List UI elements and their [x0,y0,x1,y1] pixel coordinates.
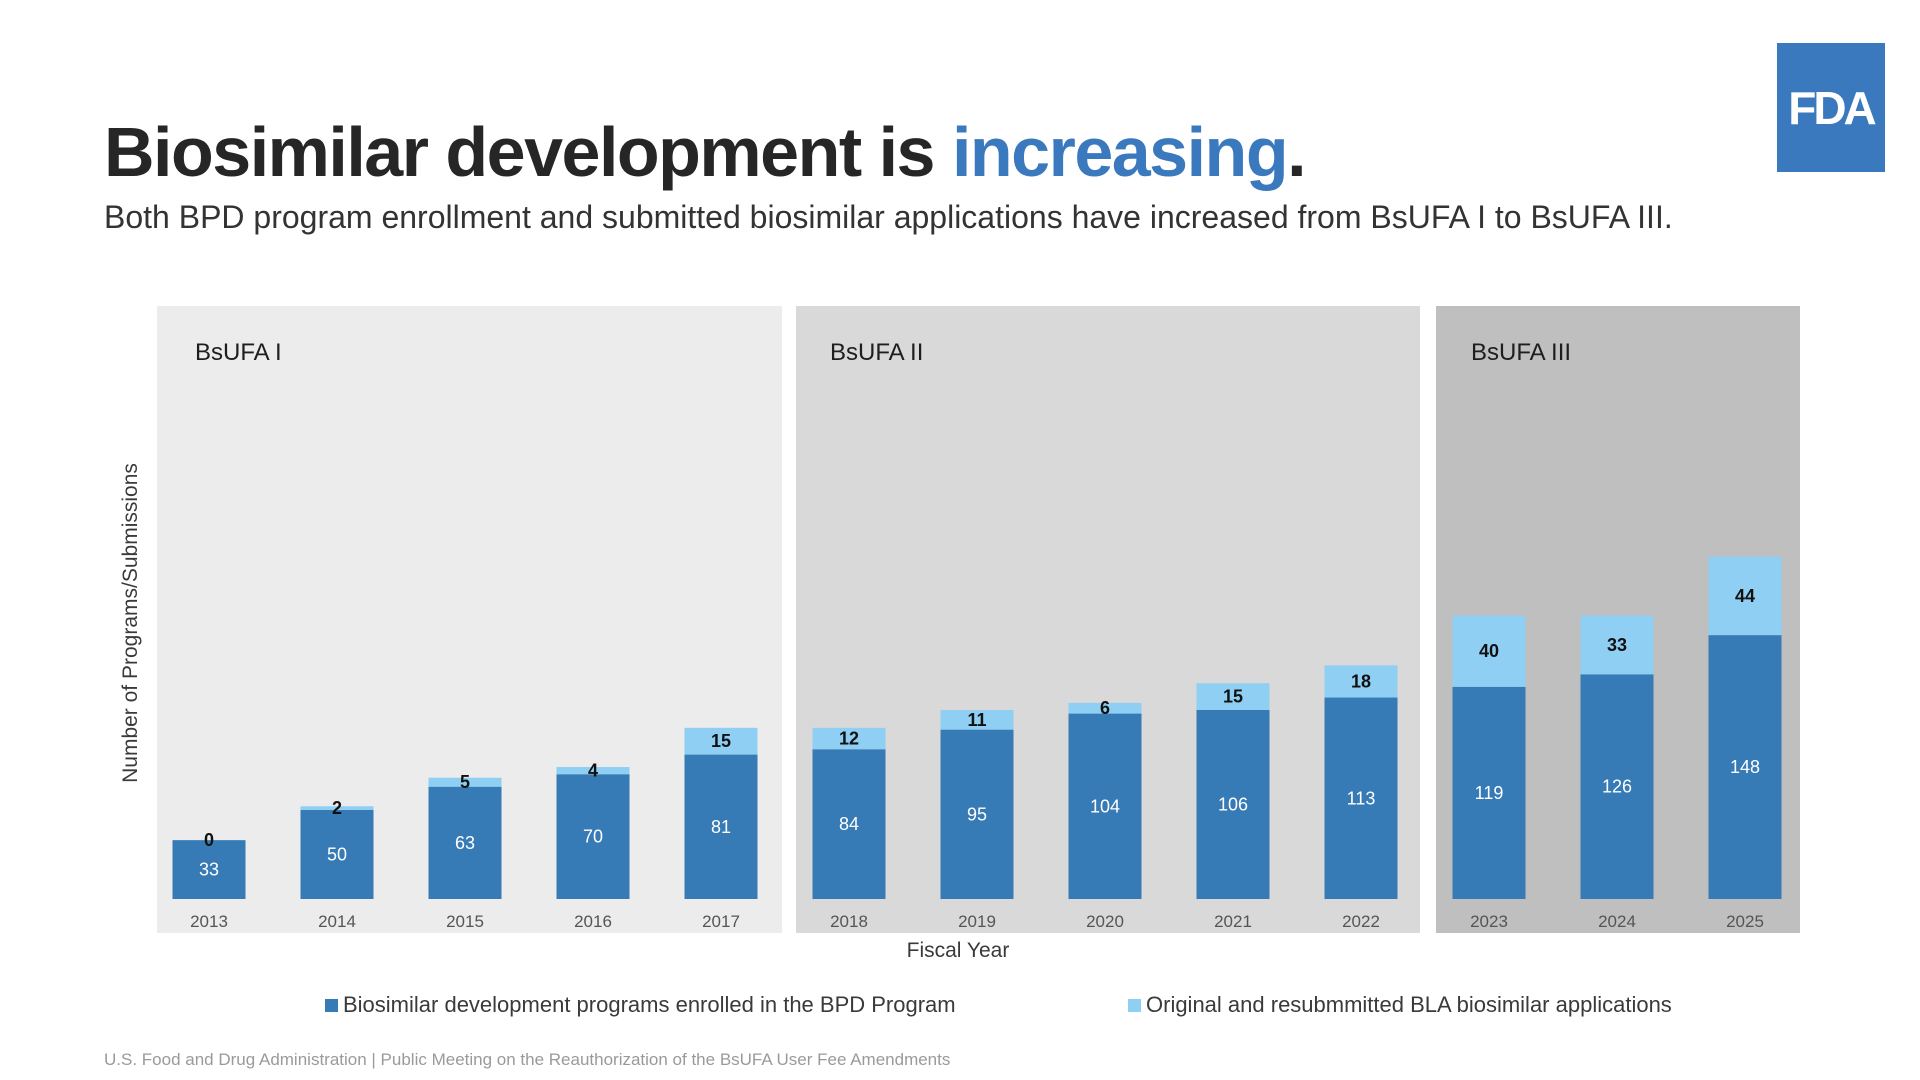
data-label-applications: 18 [1351,671,1371,691]
bar-applications [1068,702,1142,714]
x-tick-label: 2025 [1726,912,1764,931]
x-tick-label: 2021 [1214,912,1252,931]
x-tick-label: 2013 [190,912,228,931]
data-label-applications: 40 [1479,641,1499,661]
data-label-applications: 4 [588,761,598,781]
legend-label-applications: Original and resubmmitted BLA biosimilar… [1146,992,1672,1017]
data-label-applications: 0 [204,830,214,850]
data-label-applications: 15 [1223,687,1243,707]
fda-logo: FDA [1777,43,1885,172]
bar-enrolled [1068,713,1142,899]
bar-enrolled [1196,710,1270,899]
data-label-applications: 11 [967,710,986,730]
bar-enrolled [1452,686,1526,899]
data-label-enrolled: 33 [199,860,219,880]
x-axis-title: Fiscal Year [907,939,1010,962]
bar-applications [428,777,502,787]
bar-enrolled [812,749,886,899]
data-label-applications: 15 [711,731,731,751]
chart-legend: Biosimilar development programs enrolled… [0,992,1920,1024]
x-tick-label: 2022 [1342,912,1380,931]
page-title: Biosimilar development is increasing. [104,112,1307,192]
title-end: . [1287,113,1306,191]
bar-applications [1324,665,1398,698]
x-tick-label: 2024 [1598,912,1636,931]
x-tick-label: 2023 [1470,912,1508,931]
legend-item-enrolled: Biosimilar development programs enrolled… [325,992,956,1018]
data-label-applications: 33 [1607,635,1627,655]
bar-applications [684,727,758,755]
data-label-enrolled: 81 [711,817,731,837]
bar-enrolled [684,754,758,899]
x-tick-label: 2017 [702,912,740,931]
x-tick-label: 2016 [574,912,612,931]
bar-enrolled [300,809,374,899]
bar-enrolled [1708,635,1782,899]
y-axis-title: Number of Programs/Submissions [119,463,142,783]
period-label: BsUFA I [195,339,282,366]
x-tick-label: 2018 [830,912,868,931]
title-main: Biosimilar development is [104,113,952,191]
data-label-enrolled: 148 [1730,757,1760,777]
x-tick-label: 2015 [446,912,484,931]
data-label-applications: 44 [1735,586,1755,606]
bar-enrolled [1580,674,1654,899]
x-tick-label: 2020 [1086,912,1124,931]
page-subtitle: Both BPD program enrollment and submitte… [104,199,1673,235]
data-label-enrolled: 50 [327,844,347,864]
data-label-enrolled: 84 [839,814,859,834]
bar-applications [300,806,374,810]
data-label-applications: 5 [460,772,470,792]
bar-enrolled [428,786,502,899]
data-label-enrolled: 126 [1602,777,1632,797]
bar-applications [1452,615,1526,687]
legend-item-applications: Original and resubmmitted BLA biosimilar… [1128,992,1672,1018]
period-label: BsUFA III [1471,339,1571,366]
data-label-enrolled: 119 [1475,783,1504,803]
period-label: BsUFA II [830,339,923,366]
bar-applications [1708,556,1782,636]
data-label-enrolled: 106 [1218,795,1248,815]
title-accent: increasing [951,113,1289,191]
bar-applications [1196,683,1270,711]
bar-applications [1580,615,1654,675]
bar-enrolled [1324,697,1398,899]
legend-swatch-enrolled [325,998,338,1012]
data-label-applications: 12 [839,729,859,749]
data-label-enrolled: 95 [967,804,987,824]
bar-enrolled [556,774,630,899]
data-label-enrolled: 113 [1347,788,1376,808]
x-tick-label: 2019 [958,912,996,931]
data-label-applications: 2 [332,798,342,818]
footer: U.S. Food and Drug Administration | Publ… [104,1050,951,1069]
data-label-applications: 6 [1100,698,1110,718]
x-tick-label: 2014 [318,912,356,931]
bar-enrolled [172,840,246,899]
data-label-enrolled: 104 [1090,796,1120,816]
legend-swatch-applications [1128,998,1141,1012]
legend-label-enrolled: Biosimilar development programs enrolled… [343,992,956,1017]
fda-logo-text: FDA [1788,81,1877,134]
bar-applications [812,727,886,750]
data-label-enrolled: 70 [583,827,603,847]
bar-applications [940,710,1014,730]
bar-applications [556,767,630,775]
bar-enrolled [940,729,1014,899]
data-label-enrolled: 63 [455,833,475,853]
